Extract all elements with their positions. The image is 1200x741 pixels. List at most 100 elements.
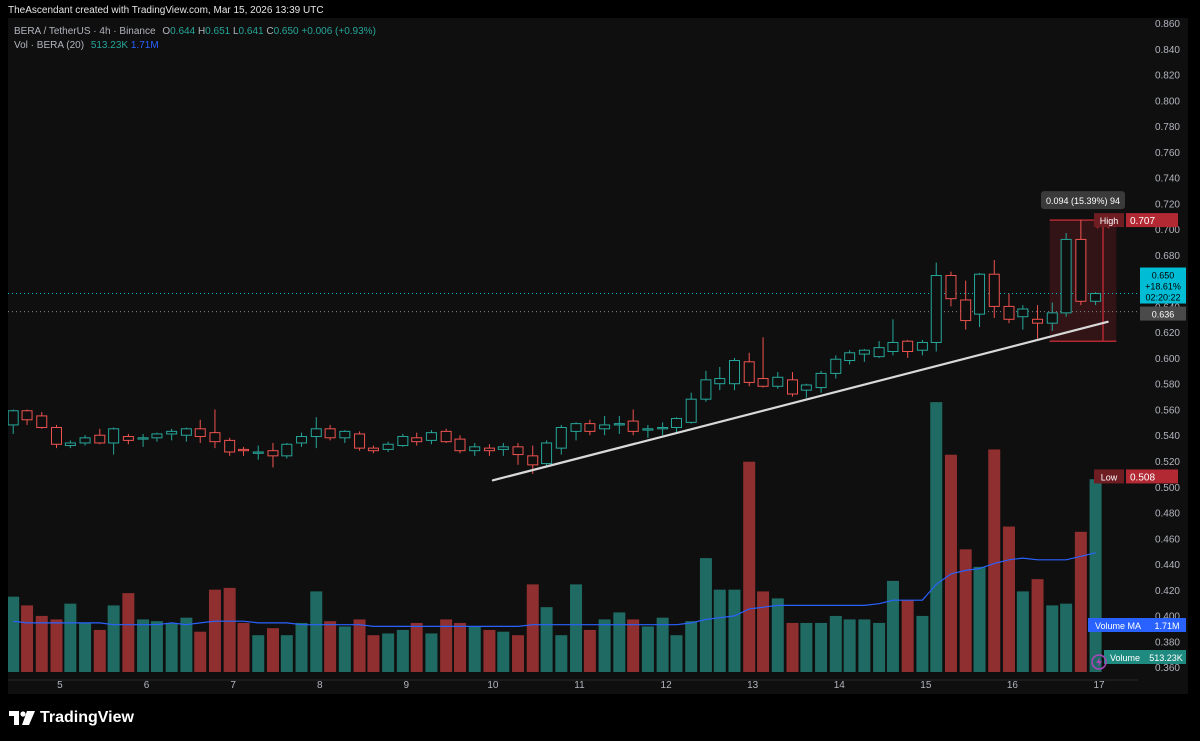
- volume-bar: [1089, 479, 1102, 672]
- volume-bar: [930, 402, 943, 672]
- high-value: 0.651: [205, 26, 231, 37]
- high-marker-value: 0.707: [1130, 216, 1155, 227]
- volume-bar: [194, 631, 207, 672]
- candle-body: [209, 432, 221, 443]
- volume-ma-tag-value-bg: [1148, 618, 1186, 632]
- candle-body: [916, 341, 928, 351]
- volume-bar: [800, 622, 813, 672]
- candle-body: [945, 274, 957, 300]
- volume-bar: [266, 628, 279, 672]
- candle-body: [685, 398, 697, 423]
- price-tick-label: 0.540: [1155, 431, 1180, 442]
- candle-body: [469, 446, 481, 452]
- candle-body: [64, 442, 76, 447]
- volume-bar: [873, 622, 886, 672]
- low-marker-label-bg: [1094, 469, 1124, 484]
- volume-bar: [252, 635, 265, 672]
- volume-bar: [1074, 531, 1087, 672]
- candle-body: [714, 378, 726, 385]
- volume-bar: [728, 589, 741, 672]
- lightning-bolt-icon: [1096, 657, 1103, 667]
- candle-body: [1017, 308, 1029, 318]
- volume-bar: [656, 617, 669, 672]
- open-value: 0.644: [170, 26, 196, 37]
- volume-bar: [8, 596, 20, 672]
- low-value: 0.641: [238, 26, 264, 37]
- volume-bar: [122, 593, 135, 672]
- candle-body: [1075, 238, 1087, 302]
- candle-body: [858, 349, 870, 355]
- volume-bar: [468, 626, 481, 672]
- volume-tag-bg: [1104, 650, 1146, 664]
- volume-bar: [540, 607, 553, 672]
- candle-body: [974, 273, 986, 315]
- volume-bar: [1031, 579, 1044, 672]
- time-tick-label: 13: [747, 680, 759, 691]
- price-tick-label: 0.760: [1155, 148, 1180, 159]
- volume-bar: [526, 584, 539, 672]
- volume-bar: [743, 461, 756, 672]
- volume-bar: [280, 635, 293, 672]
- price-tick-label: 0.720: [1155, 199, 1180, 210]
- candle-body: [887, 341, 899, 353]
- volume-bar: [35, 615, 48, 672]
- volume-bar: [699, 558, 712, 672]
- candle-body: [1060, 238, 1072, 314]
- price-tick-label: 0.700: [1155, 225, 1180, 236]
- volume-bar: [829, 615, 842, 672]
- volume-bar: [570, 584, 583, 672]
- footer-brand[interactable]: TradingView: [8, 708, 134, 728]
- price-chart[interactable]: 0.860 0.840 0.820 0.800 0.780 0.760 0.740 0.720…: [8, 18, 1188, 694]
- candle-body: [902, 340, 914, 353]
- volume-ma-tag-bg: [1088, 618, 1148, 632]
- candle-body: [354, 433, 366, 449]
- candle-body: [397, 436, 409, 447]
- volume-bar: [137, 619, 150, 672]
- price-tick-label: 0.580: [1155, 380, 1180, 391]
- volume-bar: [425, 633, 438, 672]
- candle-body: [324, 428, 336, 439]
- candle-body: [151, 433, 163, 439]
- candle-body: [1003, 305, 1015, 320]
- low-label: L: [232, 26, 239, 37]
- candle-body: [1090, 293, 1102, 302]
- candle-body: [787, 379, 799, 395]
- volume-bar: [944, 454, 957, 672]
- candle-body: [728, 360, 740, 385]
- volume-bar: [858, 619, 871, 672]
- candle-body: [411, 437, 423, 443]
- candle-body: [541, 442, 553, 465]
- price-tick-label: 0.740: [1155, 174, 1180, 185]
- high-marker-value-bg: [1126, 213, 1178, 228]
- volume-bar: [583, 629, 596, 672]
- candle-body: [873, 347, 885, 358]
- volume-indicator-label[interactable]: Vol · BERA (20): [14, 40, 85, 51]
- volume-ma-tag-value: 1.71M: [1154, 621, 1179, 631]
- volume-bar: [440, 619, 453, 672]
- volume-bar: [367, 635, 380, 672]
- candle-body: [310, 428, 322, 438]
- high-label: H: [197, 26, 206, 37]
- time-tick-label: 14: [834, 680, 846, 691]
- current-price-value: 0.650: [1152, 271, 1175, 281]
- candle-body: [830, 358, 842, 374]
- range-label-bg: [1041, 191, 1126, 210]
- volume-bar: [886, 580, 899, 672]
- volume-bar: [916, 615, 929, 672]
- volume-bar: [454, 622, 466, 672]
- volume-bar: [1002, 526, 1015, 672]
- lightning-event-icon: [1091, 654, 1107, 670]
- candle-body: [642, 428, 654, 431]
- candle-body: [757, 378, 769, 387]
- volume-bar: [627, 619, 640, 672]
- symbol-name[interactable]: BERA / TetherUS · 4h · Binance: [14, 26, 156, 37]
- volume-bar: [901, 600, 914, 672]
- candle-body: [613, 423, 625, 426]
- volume-bar: [483, 629, 496, 672]
- candle-body: [657, 427, 669, 430]
- volume-bar: [757, 591, 770, 672]
- time-tick-label: 16: [1007, 680, 1019, 691]
- time-tick-label: 12: [661, 680, 673, 691]
- price-tick-label: 0.600: [1155, 354, 1180, 365]
